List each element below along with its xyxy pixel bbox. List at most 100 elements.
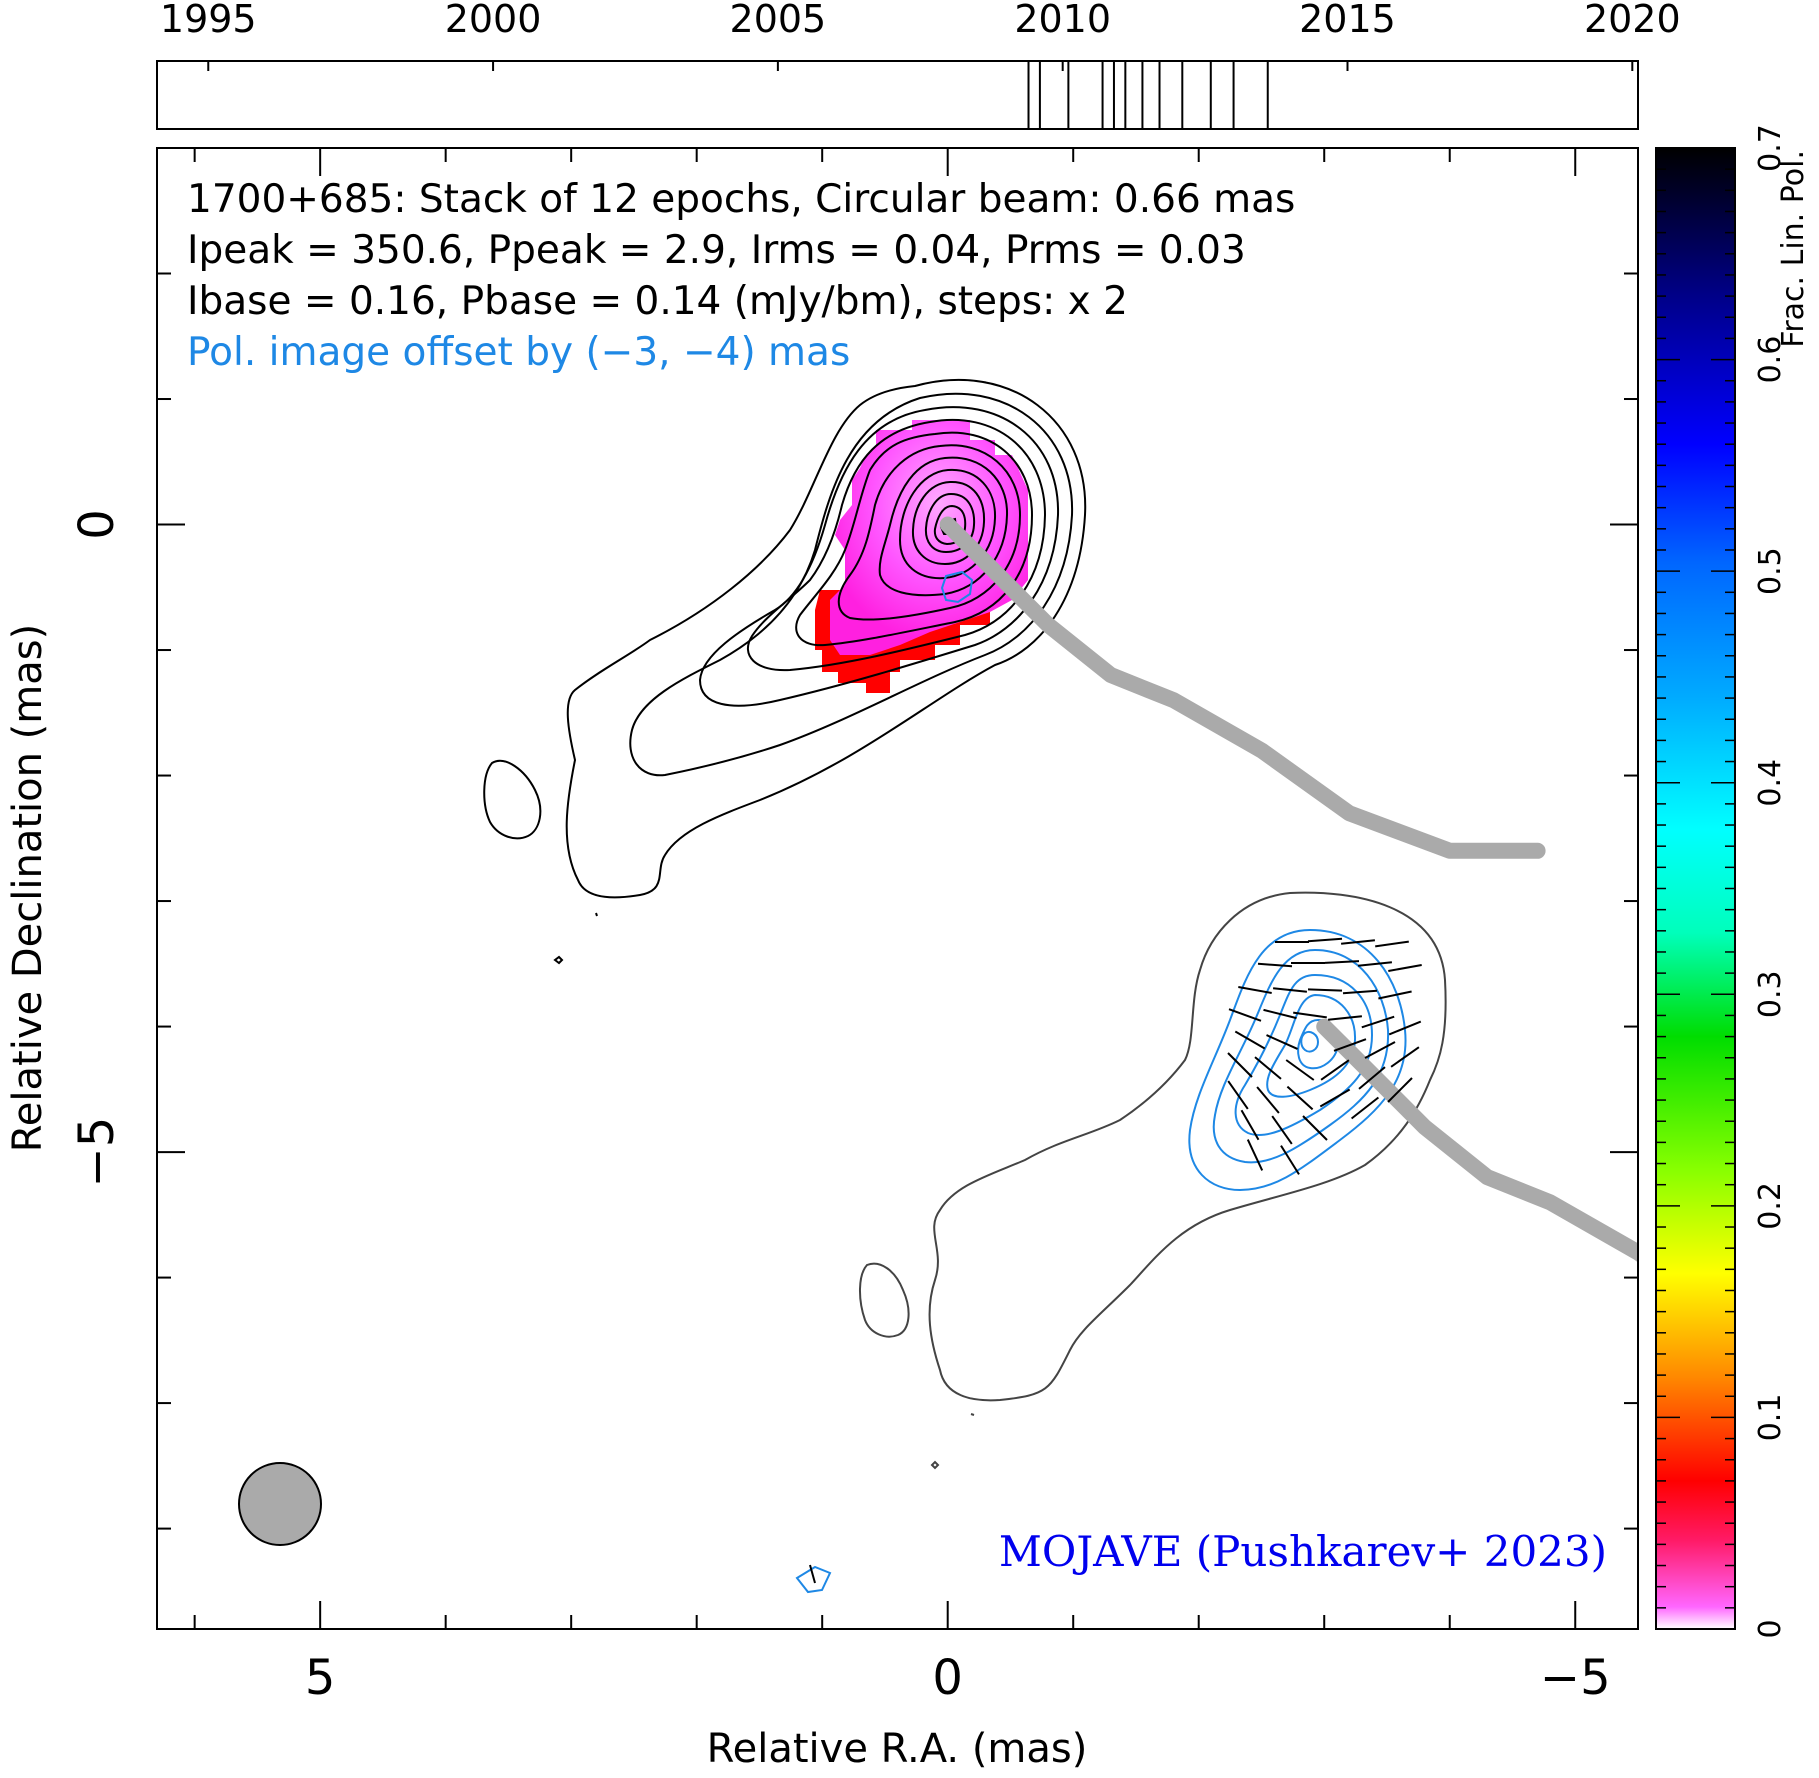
colorbar-tick-label: 0.2 xyxy=(1753,1182,1788,1230)
x-tick-label: −5 xyxy=(1540,1650,1611,1706)
timeline: 1995 2000 2005 2010 2015 2020 xyxy=(156,0,1681,130)
evpa-vector xyxy=(1333,1038,1367,1052)
contour-level-3 xyxy=(698,406,1060,707)
evpa-vector xyxy=(1263,1008,1297,1020)
pol-contour-small xyxy=(940,570,974,604)
timeline-labels: 1995 2000 2005 2010 2015 2020 xyxy=(160,0,1681,41)
evpa-vector xyxy=(1390,1046,1420,1068)
colorbar-tick-label: 0 xyxy=(1753,1619,1788,1638)
pol-vector-bottom xyxy=(809,1564,816,1584)
x-tick-label: 0 xyxy=(932,1650,963,1706)
evpa-vector xyxy=(1388,964,1422,972)
evpa-vector xyxy=(1342,989,1378,995)
colorbar-tick-label: 0.6 xyxy=(1753,336,1788,384)
evpa-vectors xyxy=(1227,937,1422,1175)
y-tick-labels: 0 −5 xyxy=(69,509,125,1187)
evpa-vector xyxy=(1327,1015,1363,1021)
evpa-vector xyxy=(1266,1034,1298,1050)
evpa-vector xyxy=(1361,1015,1395,1029)
contour-speck-2 xyxy=(553,955,564,965)
evpa-vector xyxy=(1227,1052,1253,1078)
contour-level-7 xyxy=(878,456,1009,597)
evpa-vector xyxy=(1280,1145,1300,1175)
evpa-vector xyxy=(1364,1041,1396,1059)
offset-outer-contour xyxy=(928,891,1447,1402)
evpa-vector xyxy=(1240,1109,1260,1141)
contour-level-5 xyxy=(795,431,1034,647)
evpa-vector xyxy=(1271,1115,1293,1145)
contour-speck-1 xyxy=(595,912,598,917)
evpa-vector xyxy=(1228,1008,1262,1022)
y-tick-label: −5 xyxy=(69,1117,125,1188)
pol-contours xyxy=(795,928,1407,1594)
evpa-vector xyxy=(1340,939,1376,945)
timeline-tick-label: 2015 xyxy=(1299,0,1396,41)
evpa-vector xyxy=(1319,1088,1351,1108)
evpa-vector xyxy=(1358,1066,1386,1090)
main-frame xyxy=(156,147,1639,1630)
y-tick-label: 0 xyxy=(69,509,125,540)
x-axis-label: Relative R.A. (mas) xyxy=(707,1726,1088,1772)
annotation-line-1: 1700+685: Stack of 12 epochs, Circular b… xyxy=(187,177,1295,222)
colorbar-tick-label: 0.7 xyxy=(1753,124,1788,172)
colorbar-tick-labels: 0 0.1 0.2 0.3 0.4 0.5 0.6 0.7 xyxy=(1753,124,1788,1638)
colorbar-tick-label: 0.5 xyxy=(1753,547,1788,595)
timeline-tick-label: 2020 xyxy=(1584,0,1681,41)
timeline-tick-label: 2000 xyxy=(445,0,542,41)
beam-ellipse xyxy=(238,1462,322,1546)
total-intensity-contours xyxy=(483,378,1087,965)
colorbar-scale xyxy=(1656,148,1735,1629)
offset-intensity-contour xyxy=(859,891,1447,1470)
offset-blob-left xyxy=(859,1262,910,1338)
evpa-vector xyxy=(1378,990,1412,1000)
contour-level-4 xyxy=(746,418,1047,672)
colorbar-frame xyxy=(1655,147,1736,1630)
pol-contour-6 xyxy=(1300,1031,1320,1053)
evpa-vector xyxy=(1387,1077,1413,1103)
evpa-vector xyxy=(1246,1139,1264,1171)
annotation-line-2: Ipeak = 350.6, Ppeak = 2.9, Irms = 0.04,… xyxy=(187,228,1246,273)
evpa-vector xyxy=(1256,1086,1280,1114)
annotation-line-4: Pol. image offset by (−3, −4) mas xyxy=(187,330,850,375)
main-panel: 5 0 −5 0 −5 Relative R.A. (mas) Relative De… xyxy=(5,147,1639,1772)
x-tick-label: 5 xyxy=(305,1650,336,1706)
contour-level-9 xyxy=(911,480,986,566)
annotation-line-3: Ibase = 0.16, Pbase = 0.14 (mJy/bm), ste… xyxy=(187,279,1128,324)
contour-blob-left xyxy=(483,760,542,840)
ridge-line-lower xyxy=(1316,1018,1638,1263)
contour-level-1 xyxy=(565,378,1087,899)
axis-ticks xyxy=(157,148,1638,1629)
evpa-vector xyxy=(1227,1080,1249,1110)
x-tick-labels: 5 0 −5 xyxy=(305,1650,1611,1706)
evpa-vector xyxy=(1254,1056,1282,1080)
timeline-tick-label: 2010 xyxy=(1014,0,1111,41)
colorbar-label: Frac. Lin. Pol. xyxy=(1776,150,1811,348)
ridge-line-upper xyxy=(939,516,1546,859)
pol-contour-3 xyxy=(1234,973,1374,1137)
evpa-vector xyxy=(1375,940,1409,948)
evpa-vector xyxy=(1350,1096,1380,1120)
evpa-vector xyxy=(1388,1020,1422,1036)
map-content xyxy=(238,378,1638,1594)
evpa-vector xyxy=(1357,961,1393,967)
evpa-vector xyxy=(1234,1030,1266,1050)
evpa-vector xyxy=(1307,988,1343,992)
timeline-epochs xyxy=(1027,61,1269,129)
timeline-ticks xyxy=(207,61,1634,71)
evpa-vector xyxy=(1286,1085,1314,1111)
contour-level-6 xyxy=(837,444,1022,621)
pol-contour-2 xyxy=(1212,948,1390,1164)
offset-speck-2 xyxy=(930,1460,940,1470)
colorbar: 0 0.1 0.2 0.3 0.4 0.5 0.6 0.7 Frac. Lin. Pol. xyxy=(1655,124,1811,1639)
timeline-tick-label: 1995 xyxy=(160,0,257,41)
evpa-vector xyxy=(1324,960,1360,964)
timeline-frame xyxy=(156,60,1639,130)
pol-contour-4 xyxy=(1266,993,1357,1098)
evpa-vector xyxy=(1238,986,1272,994)
colorbar-tick-label: 0.1 xyxy=(1753,1394,1788,1442)
evpa-vector xyxy=(1272,987,1308,993)
evpa-vector xyxy=(1285,1059,1315,1081)
evpa-vector xyxy=(1302,1115,1328,1141)
evpa-vector xyxy=(1257,962,1293,968)
